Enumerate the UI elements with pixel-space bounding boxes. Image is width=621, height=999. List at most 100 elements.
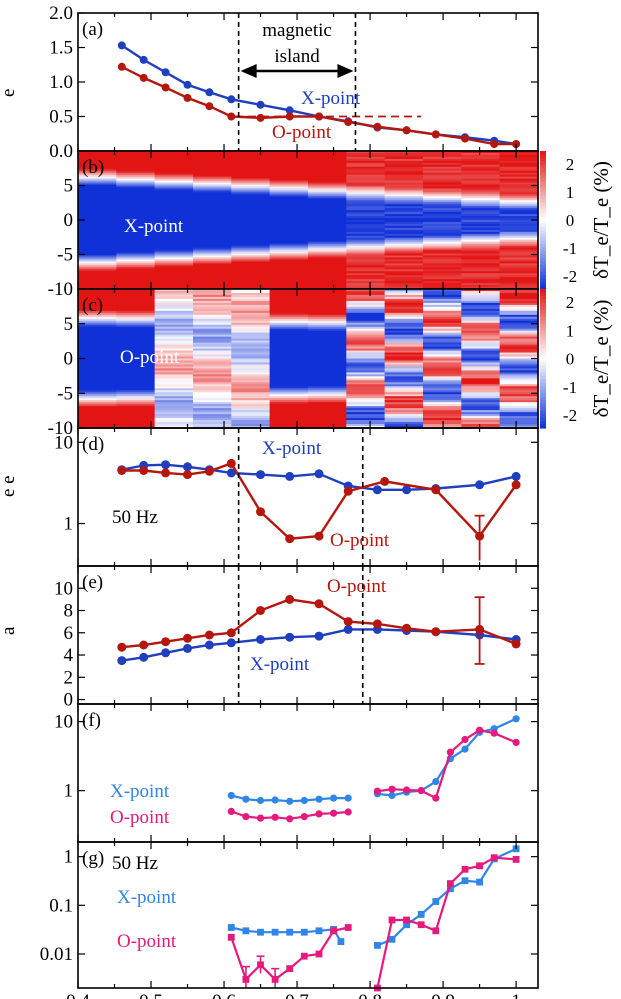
heatmap-cell	[193, 404, 232, 407]
heatmap-cell	[308, 156, 347, 160]
heatmap-cell	[461, 338, 501, 342]
heatmap-cell	[461, 188, 501, 192]
heatmap-cell	[461, 374, 501, 377]
colorbar-tick-label: 1	[566, 183, 575, 202]
heatmap-cell	[423, 332, 462, 336]
heatmap-cell	[269, 241, 309, 245]
heatmap-cell	[461, 186, 501, 190]
heatmap-cell	[193, 340, 232, 344]
heatmap-cell	[231, 261, 271, 264]
data-point	[511, 639, 521, 649]
heatmap-cell	[269, 160, 309, 164]
heatmap-cell	[231, 390, 271, 393]
heatmap-cell	[231, 364, 271, 368]
heatmap-cell	[384, 178, 424, 182]
heatmap-cell	[499, 324, 539, 328]
heatmap-cell	[116, 239, 156, 243]
colorbar-cell	[540, 337, 546, 342]
panel-label-e: (e)	[82, 572, 103, 593]
heatmap-cell	[116, 318, 156, 322]
heatmap-cell	[308, 310, 347, 314]
heatmap-cell	[346, 408, 386, 411]
data-point	[314, 531, 324, 541]
heatmap-cell	[193, 410, 232, 413]
heatmap-cell	[423, 344, 462, 348]
heatmap-cell	[346, 168, 386, 172]
heatmap-cell	[499, 277, 539, 280]
heatmap-cell	[193, 273, 232, 276]
heatmap-cell	[116, 394, 156, 397]
data-point	[227, 924, 235, 931]
heatmap-cell	[423, 400, 462, 403]
heatmap-cell	[346, 294, 386, 298]
heatmap-cell	[269, 174, 309, 178]
heatmap-cell	[308, 192, 347, 195]
heatmap-cell	[269, 312, 309, 316]
heatmap-cell	[154, 378, 194, 381]
colorbar-cell	[540, 230, 546, 235]
heatmap-cell	[308, 233, 347, 237]
colorbar-cell	[540, 151, 546, 156]
heatmap-cell	[154, 382, 194, 385]
data-point	[204, 640, 214, 650]
heatmap-cell	[154, 418, 194, 421]
heatmap-cell	[461, 243, 501, 247]
heatmap-cell	[499, 208, 539, 211]
heatmap-cell	[499, 184, 539, 188]
heatmap-cell	[384, 283, 424, 286]
heatmap-cell	[154, 251, 194, 255]
heatmap-cell	[423, 404, 462, 407]
heatmap-cell	[78, 306, 117, 310]
heatmap-cell	[384, 404, 424, 407]
heatmap-cell	[499, 220, 539, 223]
heatmap-cell	[154, 314, 194, 318]
heatmap-cell	[154, 358, 194, 362]
colorbar-label: δT_e/T_e (%)	[589, 300, 613, 418]
heatmap-cell	[423, 292, 462, 296]
heatmap-cell	[269, 255, 309, 259]
data-point	[388, 785, 396, 793]
series-line-g-o-point	[376, 856, 517, 989]
heatmap-cell	[231, 296, 271, 300]
heatmap-cell	[346, 346, 386, 350]
heatmap-cell	[461, 220, 501, 223]
data-point	[183, 643, 192, 653]
heatmap-cell	[499, 416, 539, 419]
data-point	[417, 787, 425, 795]
heatmap-cell	[308, 247, 347, 251]
heatmap-cell	[78, 208, 117, 211]
heatmap-cell	[499, 362, 539, 366]
heatmap-cell	[423, 410, 462, 413]
heatmap-cell	[499, 316, 539, 320]
data-point	[285, 471, 295, 481]
heatmap-cell	[116, 218, 156, 221]
heatmap-cell	[154, 265, 194, 268]
heatmap-cell	[346, 223, 386, 227]
heatmap-cell	[269, 261, 309, 264]
colorbar-cell	[540, 309, 546, 314]
heatmap-cell	[269, 376, 309, 379]
heatmap-cell	[461, 340, 501, 344]
heatmap-cell	[78, 374, 117, 377]
heatmap-cell	[346, 289, 386, 292]
heatmap-cell	[269, 368, 309, 372]
heatmap-cell	[78, 263, 117, 266]
heatmap-cell	[154, 220, 194, 223]
heatmap-cell	[193, 402, 232, 405]
data-point	[285, 632, 295, 642]
heatmap-cell	[461, 394, 501, 397]
heatmap-cell	[308, 372, 347, 375]
heatmap-cell	[193, 400, 232, 403]
heatmap-cell	[308, 261, 347, 264]
colorbar-cell	[540, 278, 546, 283]
heatmap-cell	[384, 170, 424, 174]
heatmap-cell	[346, 229, 386, 233]
heatmap-cell	[423, 316, 462, 320]
data-point	[315, 927, 323, 935]
heatmap-cell	[499, 290, 539, 294]
heatmap-cell	[193, 218, 232, 221]
heatmap-cell	[193, 394, 232, 397]
data-point	[512, 738, 520, 747]
heatmap-cell	[384, 166, 424, 170]
heatmap-cell	[346, 388, 386, 391]
